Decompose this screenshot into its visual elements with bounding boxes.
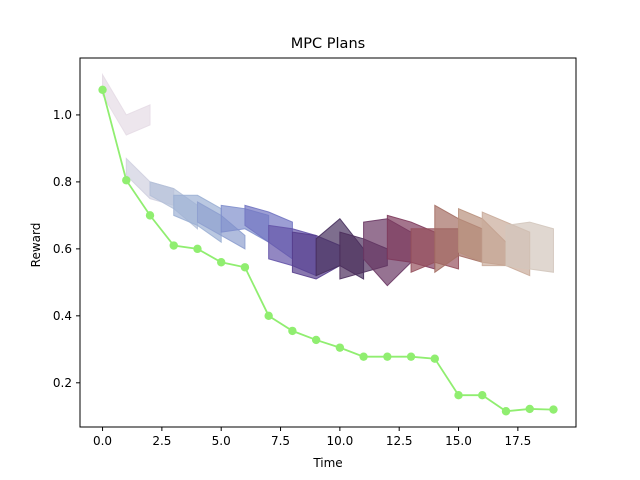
reward-point-17 [501, 407, 511, 416]
reward-point-12 [383, 352, 392, 361]
y-tick-label: 1.0 [53, 108, 72, 122]
reward-point-15 [454, 390, 463, 400]
x-tick-label: 17.5 [504, 434, 531, 448]
reward-point-8 [288, 326, 297, 336]
reward-point-5 [217, 258, 226, 267]
x-axis-ticks: 0.0 2.5 5.0 7.5 10.0 12.5 15.0 17.5 [93, 427, 531, 448]
reward-point-19 [549, 405, 558, 414]
y-tick-label: 0.4 [53, 309, 72, 323]
y-axis-label: Reward [29, 223, 43, 268]
reward-point-4 [193, 244, 202, 254]
x-tick-label: 5.0 [212, 434, 231, 448]
reward-point-7 [264, 311, 273, 321]
x-tick-label: 2.5 [152, 434, 171, 448]
x-axis-label: Time [312, 456, 342, 470]
reward-point-6 [240, 263, 250, 272]
y-tick-label: 0.8 [53, 175, 72, 189]
plan-band-0 [102, 72, 151, 136]
reward-point-9 [311, 335, 321, 345]
reward-point-0 [98, 85, 107, 95]
reward-point-16 [478, 390, 487, 400]
x-tick-label: 15.0 [445, 434, 472, 448]
x-tick-label: 0.0 [93, 434, 112, 448]
reward-point-13 [406, 352, 416, 361]
reward-point-11 [359, 352, 368, 361]
plot-area [98, 72, 558, 416]
reward-point-18 [525, 404, 534, 414]
plan-band-17 [505, 221, 554, 273]
chart-title: MPC Plans [291, 36, 365, 52]
axes-frame [79, 57, 577, 428]
x-tick-label: 12.5 [386, 434, 413, 448]
reward-series [98, 85, 558, 416]
plan-bands [102, 72, 554, 287]
y-tick-label: 0.6 [53, 242, 72, 256]
reward-point-1 [122, 176, 131, 185]
x-tick-label: 7.5 [271, 434, 290, 448]
reward-point-10 [335, 343, 345, 352]
reward-point-3 [169, 241, 178, 250]
reward-point-2 [145, 211, 155, 220]
reward-point-14 [430, 354, 439, 363]
y-axis-ticks: 0.2 0.4 0.6 0.8 1.0 [53, 108, 80, 390]
x-tick-label: 10.0 [327, 434, 354, 448]
y-tick-label: 0.2 [53, 376, 72, 390]
